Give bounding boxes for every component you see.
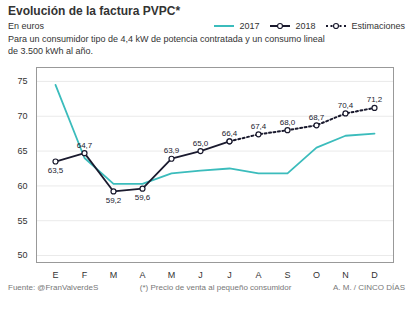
- svg-text:E: E: [52, 270, 58, 280]
- svg-text:M: M: [168, 270, 176, 280]
- svg-text:65,0: 65,0: [193, 139, 209, 148]
- svg-text:D: D: [371, 270, 378, 280]
- html-text:Fuente: @FranValverdeS: Fuente: @FranValverdeS: [8, 283, 99, 292]
- svg-text:59,2: 59,2: [106, 196, 122, 205]
- svg-text:S: S: [284, 270, 290, 280]
- svg-text:J: J: [198, 270, 203, 280]
- svg-text:F: F: [82, 270, 88, 280]
- svg-text:65: 65: [17, 146, 27, 156]
- html-text:2018: 2018: [295, 21, 316, 31]
- svg-text:67,4: 67,4: [251, 122, 267, 131]
- svg-text:66,4: 66,4: [222, 129, 238, 138]
- html-text:En euros: En euros: [8, 21, 44, 31]
- html-text:Estimaciones: Estimaciones: [351, 21, 405, 31]
- svg-text:J: J: [227, 270, 232, 280]
- html-text:Evolución de la factura PVPC*: Evolución de la factura PVPC*: [8, 4, 181, 18]
- svg-text:63,5: 63,5: [48, 166, 64, 175]
- svg-text:60: 60: [17, 181, 27, 191]
- svg-text:68,0: 68,0: [280, 118, 296, 127]
- html-text:2017: 2017: [239, 21, 260, 31]
- svg-text:55: 55: [17, 216, 27, 226]
- svg-text:M: M: [110, 270, 118, 280]
- svg-text:75: 75: [17, 76, 27, 86]
- svg-text:68,7: 68,7: [309, 113, 325, 122]
- svg-text:A: A: [255, 270, 261, 280]
- svg-text:70: 70: [17, 111, 27, 121]
- svg-text:70,4: 70,4: [338, 101, 354, 110]
- svg-text:59,6: 59,6: [135, 193, 151, 202]
- svg-text:50: 50: [17, 250, 27, 260]
- html-text:de 3.500 kWh al año.: de 3.500 kWh al año.: [8, 46, 94, 56]
- svg-text:63,9: 63,9: [164, 146, 180, 155]
- svg-text:O: O: [313, 270, 320, 280]
- html-text:(*) Precio de venta al pequeño: (*) Precio de venta al pequeño consumido…: [139, 283, 292, 292]
- html-text:Para un consumidor tipo de 4,4: Para un consumidor tipo de 4,4 kW de pot…: [8, 34, 325, 44]
- svg-text:A: A: [139, 270, 145, 280]
- svg-text:71,2: 71,2: [367, 95, 383, 104]
- html-text:A. M. / CINCO DÍAS: A. M. / CINCO DÍAS: [333, 283, 405, 292]
- svg-text:64,7: 64,7: [77, 141, 93, 150]
- svg-text:N: N: [342, 270, 349, 280]
